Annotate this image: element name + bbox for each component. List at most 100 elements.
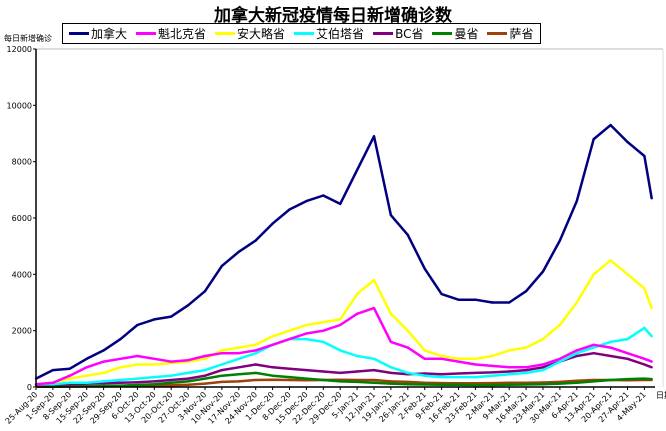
data-point (237, 366, 240, 369)
data-point (271, 366, 274, 369)
y-tick-label: 8000 (12, 158, 32, 167)
data-point (68, 377, 72, 380)
data-point (592, 346, 595, 349)
data-point (474, 363, 477, 366)
data-point (524, 368, 528, 372)
data-point (423, 383, 426, 386)
data-point (136, 377, 139, 380)
data-point (440, 354, 443, 358)
data-point (305, 199, 308, 203)
data-point (237, 352, 240, 355)
data-point (186, 371, 190, 375)
legend-label: 曼省 (454, 27, 479, 41)
data-point (170, 374, 173, 377)
data-point (186, 377, 190, 380)
data-point (372, 378, 376, 382)
data-point (237, 346, 240, 349)
data-point (457, 375, 460, 379)
legend-label: BC省 (395, 27, 424, 41)
data-point (322, 329, 325, 332)
y-tick-label: 0 (27, 383, 32, 392)
series-line-曼省 (36, 371, 652, 388)
data-point (85, 366, 88, 369)
data-point (643, 287, 646, 290)
data-point (186, 383, 190, 386)
y-tick-label: 10000 (7, 101, 32, 110)
data-point (609, 340, 612, 344)
data-point (524, 371, 528, 375)
data-point (355, 378, 359, 382)
data-point (643, 363, 646, 366)
data-point (355, 168, 359, 172)
data-point (389, 366, 393, 369)
data-point (491, 301, 494, 304)
data-point (474, 383, 477, 387)
data-point (457, 383, 460, 386)
y-tick-label: 2000 (12, 327, 32, 336)
data-point (322, 370, 325, 373)
data-point (389, 213, 393, 217)
data-point (136, 363, 139, 366)
data-point (136, 383, 139, 387)
data-point (102, 380, 105, 383)
legend-swatch (373, 32, 394, 35)
data-point (288, 367, 291, 370)
data-point (237, 250, 240, 253)
data-point (170, 381, 173, 384)
data-point (609, 259, 612, 262)
data-point (423, 349, 426, 352)
series-line-艾伯塔省 (36, 326, 653, 386)
data-point (322, 378, 325, 382)
data-point (650, 306, 653, 310)
data-point (541, 366, 545, 369)
data-point (339, 349, 342, 352)
data-point (220, 368, 224, 372)
data-point (423, 267, 426, 270)
data-point (254, 349, 257, 352)
data-point (524, 383, 528, 386)
legend-item: 艾伯塔省 (294, 25, 364, 42)
data-point (609, 346, 612, 349)
legend: 加拿大 魁北克省 安大略省 艾伯塔省 BC省 曼省 萨省 (62, 23, 541, 44)
data-point (389, 380, 393, 383)
data-point (220, 352, 224, 355)
data-point (220, 380, 224, 384)
data-point (305, 377, 308, 380)
data-point (85, 357, 88, 361)
legend-label: 艾伯塔省 (316, 27, 365, 41)
data-point (508, 383, 511, 386)
data-point (508, 373, 511, 376)
data-point (355, 292, 359, 296)
data-point (339, 380, 342, 383)
data-point (305, 337, 308, 341)
data-point (170, 315, 173, 318)
data-point (440, 292, 443, 296)
data-point (288, 329, 291, 332)
data-point (440, 383, 443, 386)
data-point (220, 349, 224, 352)
data-point (626, 140, 629, 144)
data-point (355, 380, 359, 384)
data-point (592, 273, 595, 276)
data-point (271, 378, 274, 381)
data-point (372, 381, 376, 384)
data-point (254, 378, 257, 382)
data-point (626, 377, 629, 381)
data-point (288, 375, 291, 379)
data-point (322, 321, 325, 324)
data-point (508, 366, 511, 369)
data-point (423, 372, 426, 375)
data-point (650, 366, 653, 369)
data-point (271, 374, 274, 377)
data-point (524, 346, 528, 349)
data-point (271, 343, 274, 346)
data-point (203, 354, 207, 358)
legend-item: 魁北克省 (136, 25, 206, 42)
data-point (136, 323, 139, 327)
data-point (650, 335, 653, 338)
data-point (85, 374, 88, 377)
data-point (186, 380, 190, 383)
legend-item: 安大略省 (215, 25, 285, 42)
data-point (609, 123, 612, 127)
data-point (153, 382, 156, 386)
